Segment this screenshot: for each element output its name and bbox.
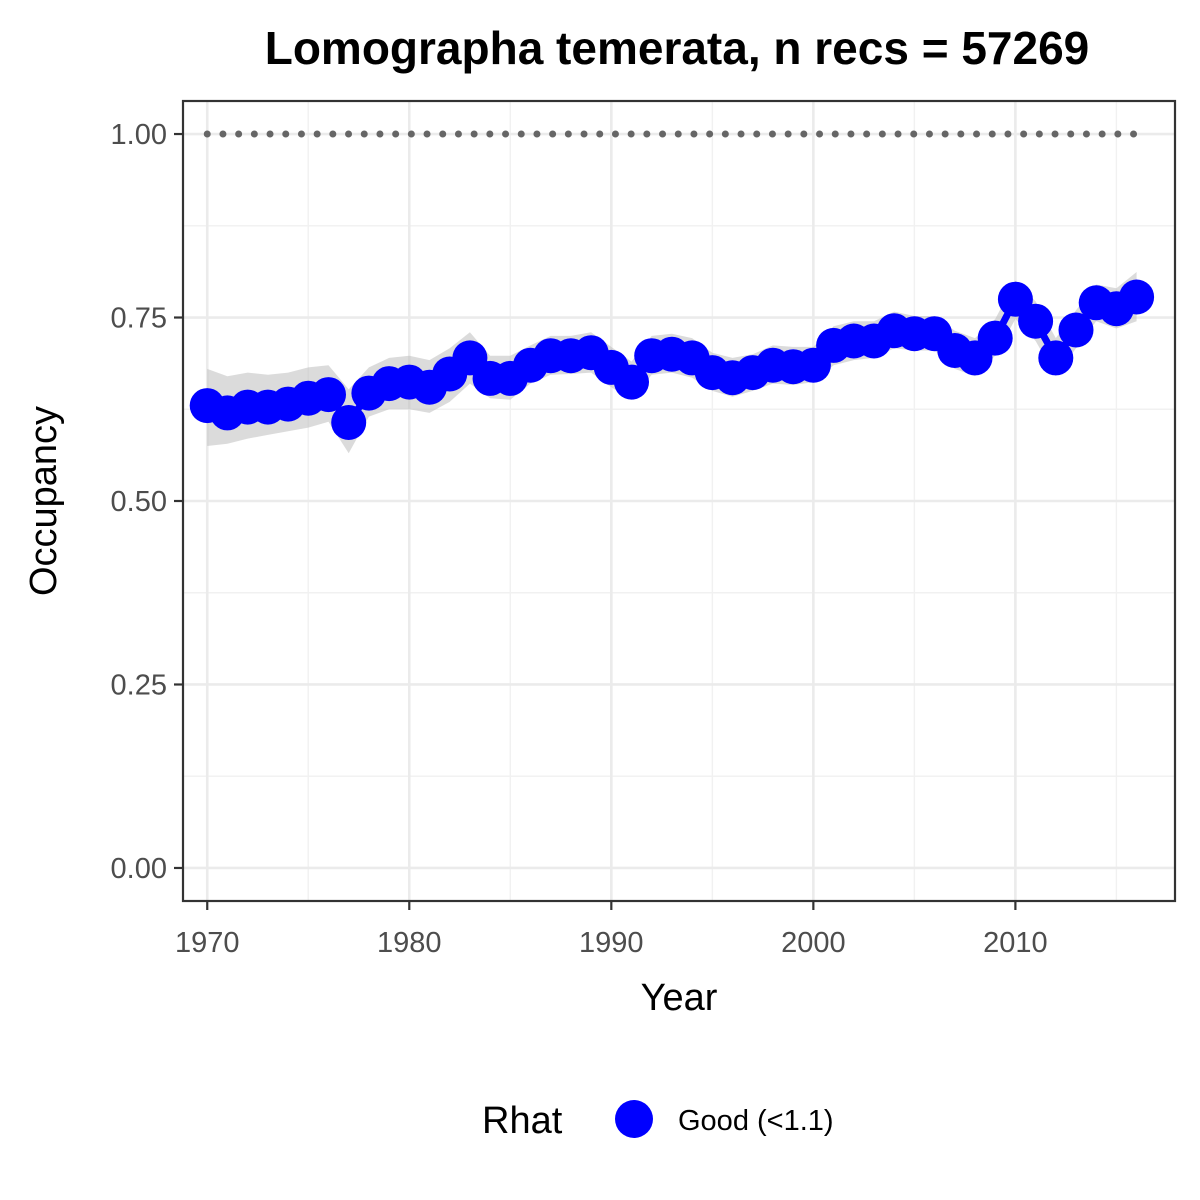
legend-title: Rhat [482,1100,563,1142]
y-tick-label: 1.00 [111,119,167,151]
data-point [331,405,367,440]
data-point [1058,312,1094,348]
occupancy-series [189,279,1155,440]
y-tick-label: 0.75 [111,303,167,335]
x-axis: 1970 1980 1990 2000 2010 [175,901,1048,959]
x-tick-label: 2010 [983,927,1048,959]
data-point [614,364,649,400]
x-tick-label: 1990 [579,927,644,959]
data-point [1038,340,1074,376]
legend: Rhat Good (<1.1) [482,1100,834,1142]
x-axis-title: Year [641,977,718,1019]
y-tick-label: 0.50 [111,486,167,518]
legend-key-good [615,1100,653,1138]
legend-label-good: Good (<1.1) [678,1105,834,1137]
data-point [977,320,1013,356]
plot-panel [181,99,1177,903]
y-axis-title: Occupancy [23,406,65,596]
x-tick-label: 1980 [377,927,442,959]
data-point [997,281,1033,317]
x-tick-label: 2000 [781,927,846,959]
chart-title: Lomographa temerata, n recs = 57269 [265,22,1090,74]
y-axis: 0.00 0.25 0.50 0.75 1.00 [111,119,183,885]
data-point [311,377,346,413]
y-tick-label: 0.00 [111,853,167,885]
x-tick-label: 1970 [175,927,240,959]
data-point [1018,303,1054,339]
y-tick-label: 0.25 [111,669,167,701]
data-point [1119,279,1155,315]
